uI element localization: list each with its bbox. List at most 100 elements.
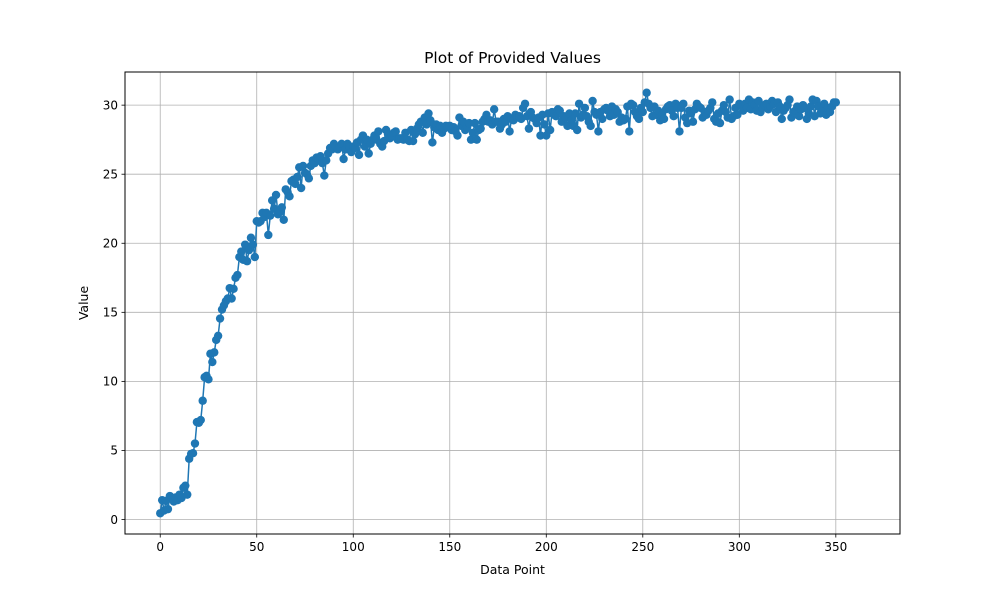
data-point	[688, 117, 698, 126]
x-axis-label: Data Point	[480, 562, 545, 577]
data-point	[391, 127, 400, 136]
data-point	[208, 357, 217, 367]
axis-ticks: 0 50 100 150 200 250 300 350 0 5 10 15 20 25 30	[103, 98, 848, 554]
data-points	[156, 88, 841, 518]
data-point	[725, 95, 734, 104]
data-point	[364, 149, 373, 158]
data-point	[715, 118, 725, 128]
data-point	[237, 247, 246, 256]
data-point	[428, 138, 437, 147]
x-tick-label: 150	[438, 540, 461, 554]
x-tick-label: 100	[342, 540, 365, 554]
data-point	[250, 252, 260, 262]
data-point	[785, 95, 794, 104]
data-point	[777, 114, 786, 124]
y-tick-label: 0	[110, 513, 118, 527]
data-point	[227, 294, 236, 303]
data-point	[754, 96, 763, 106]
data-point	[719, 100, 729, 110]
data-point	[565, 109, 574, 118]
x-tick-label: 50	[249, 540, 264, 554]
data-point	[233, 270, 242, 280]
data-point	[470, 118, 480, 128]
data-point	[594, 127, 603, 136]
data-point	[831, 98, 841, 107]
data-point	[408, 136, 418, 146]
data-point	[580, 103, 590, 113]
x-tick-label: 350	[824, 540, 847, 554]
y-axis-label: Value	[76, 286, 91, 321]
data-point	[229, 284, 238, 294]
data-point	[248, 240, 258, 249]
data-point	[794, 112, 804, 121]
data-point	[708, 98, 717, 107]
data-point	[298, 161, 308, 171]
data-point	[489, 105, 499, 114]
data-point	[466, 135, 476, 144]
data-point	[505, 127, 514, 136]
data-point	[277, 203, 287, 212]
data-point	[246, 233, 256, 242]
plot-area-frame	[124, 71, 901, 535]
data-point	[320, 171, 329, 180]
data-point	[453, 131, 462, 140]
chart-title: Plot of Provided Values	[424, 49, 601, 67]
data-point	[198, 396, 207, 405]
data-point	[464, 118, 474, 128]
grid	[125, 72, 900, 534]
data-point	[476, 124, 485, 133]
data-point	[181, 481, 190, 490]
data-point	[669, 112, 678, 121]
y-tick-label: 25	[103, 168, 118, 182]
data-point	[264, 230, 273, 240]
y-tick-label: 10	[103, 375, 118, 389]
data-point	[426, 116, 435, 125]
data-point	[638, 107, 647, 117]
data-point	[628, 100, 638, 110]
x-tick-label: 0	[156, 540, 164, 554]
data-point	[183, 490, 192, 499]
data-point	[588, 96, 597, 106]
y-tick-label: 15	[103, 306, 118, 320]
x-tick-label: 250	[631, 540, 654, 554]
data-point	[598, 114, 607, 124]
data-point	[210, 348, 219, 357]
data-point	[679, 99, 688, 108]
data-point	[190, 439, 200, 448]
data-point	[536, 131, 545, 140]
data-point	[266, 211, 275, 220]
data-point	[354, 150, 364, 160]
data-point	[291, 179, 300, 189]
data-point	[213, 331, 223, 340]
data-point	[634, 114, 644, 124]
data-point	[304, 174, 314, 183]
data-point	[285, 192, 294, 201]
data-point	[540, 120, 549, 129]
data-point	[733, 110, 742, 120]
data-point	[188, 449, 198, 458]
data-point	[293, 172, 302, 182]
data-point	[374, 127, 383, 136]
data-point	[424, 109, 433, 118]
y-tick-label: 30	[103, 98, 118, 112]
x-tick-label: 300	[728, 540, 751, 554]
data-point	[572, 125, 582, 135]
data-point	[472, 135, 481, 144]
data-point	[659, 114, 669, 124]
data-point	[242, 257, 252, 266]
data-point	[586, 121, 595, 131]
data-point	[196, 415, 205, 425]
data-point	[621, 114, 630, 124]
data-point	[524, 124, 534, 133]
data-point	[675, 127, 684, 136]
data-point	[520, 99, 530, 108]
data-point	[339, 154, 348, 164]
y-tick-label: 5	[110, 444, 118, 458]
data-point	[806, 102, 815, 111]
data-point	[571, 109, 580, 118]
data-point	[163, 504, 173, 514]
y-tick-label: 20	[103, 237, 118, 251]
data-point	[625, 127, 634, 136]
